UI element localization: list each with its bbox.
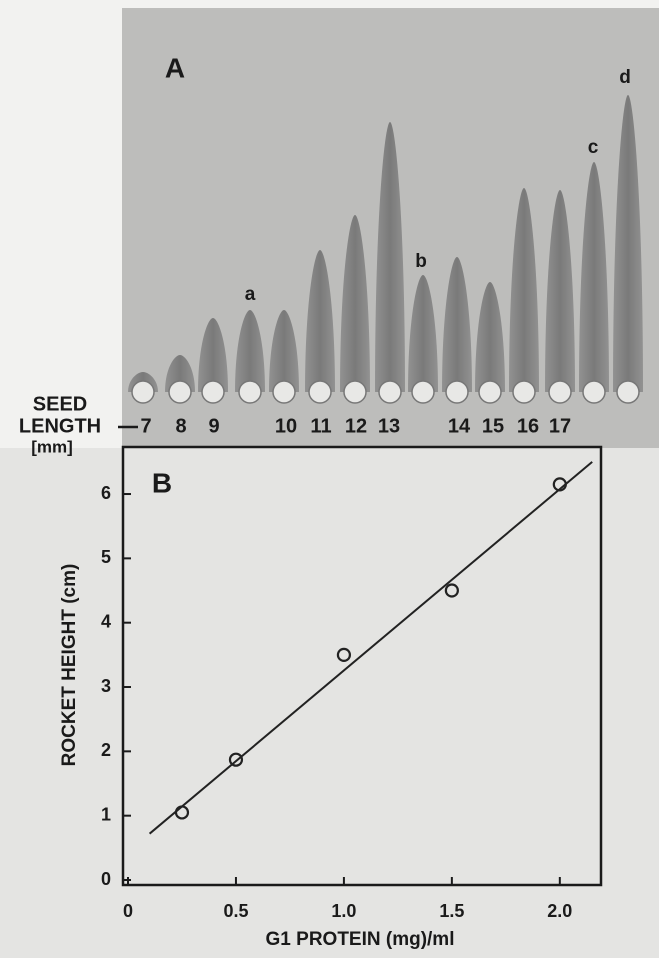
- seed-length: 10: [275, 415, 297, 437]
- rocket-label: a: [245, 284, 256, 305]
- well: [411, 380, 435, 404]
- x-tick-label: 0.5: [223, 901, 248, 921]
- data-point: [552, 477, 567, 492]
- well: [308, 380, 332, 404]
- y-tick-label: 0: [101, 869, 111, 889]
- rocket-label: d: [619, 67, 631, 88]
- rocket: [305, 250, 335, 392]
- rocket: [475, 282, 505, 392]
- well: [272, 380, 296, 404]
- well: [238, 380, 262, 404]
- rocket: [235, 310, 265, 392]
- panel-label: A: [165, 52, 185, 83]
- well: [378, 380, 402, 404]
- seed-length: 7: [140, 415, 151, 437]
- x-tick-label: 2.0: [547, 901, 572, 921]
- rocket: [442, 257, 472, 392]
- seed-length: 13: [378, 415, 400, 437]
- data-point: [228, 752, 244, 767]
- well: [512, 380, 536, 404]
- panel-label: B: [152, 467, 172, 498]
- rocket: [545, 190, 575, 392]
- rocket: [198, 318, 228, 392]
- x-tick-label: 1.5: [439, 901, 464, 921]
- x-axis-label: G1 PROTEIN (mg)/ml: [266, 929, 455, 950]
- rocket: [579, 162, 609, 392]
- y-tick-label: 3: [101, 676, 111, 696]
- rocket: [340, 215, 370, 392]
- seed-length: 12: [345, 415, 367, 437]
- well: [616, 380, 640, 404]
- well: [548, 380, 572, 404]
- plot-frame: [121, 445, 603, 887]
- rocket: [408, 275, 438, 392]
- x-tick-label: 0: [123, 901, 133, 921]
- axis-label: [mm]: [31, 437, 73, 456]
- panel-b-background: [0, 448, 659, 958]
- y-axis-label: ROCKET HEIGHT (cm): [59, 564, 80, 767]
- seed-length: 11: [310, 415, 331, 437]
- axis-label: SEED: [33, 393, 87, 415]
- seed-length: 9: [208, 415, 219, 437]
- well: [478, 380, 502, 404]
- rocket: [375, 122, 405, 392]
- data-point: [174, 805, 190, 820]
- well: [343, 380, 367, 404]
- well: [201, 380, 225, 404]
- scatter-plot: B 0 1 2 3 4 5 6 0 0.5 1.0 1.5 2.0 G1 PROTEIN (mg)/ml R…: [59, 445, 603, 950]
- data-point: [336, 647, 352, 662]
- y-tick-label: 1: [101, 804, 111, 824]
- rocket-label: b: [415, 251, 427, 272]
- seed-length: 17: [549, 415, 571, 437]
- rocket: [269, 310, 299, 392]
- seed-length: 16: [517, 415, 539, 437]
- y-tick-label: 5: [101, 547, 111, 567]
- seed-length: 14: [448, 415, 471, 437]
- rocket: [509, 188, 539, 392]
- rocket: [165, 355, 195, 392]
- well: [131, 380, 155, 404]
- well: [582, 380, 606, 404]
- y-tick-label: 4: [101, 611, 111, 631]
- seed-length: 15: [482, 415, 504, 437]
- y-tick-label: 2: [101, 740, 111, 760]
- axis-label: LENGTH: [19, 415, 101, 437]
- rocket: [613, 95, 643, 392]
- seed-length: 8: [175, 415, 186, 437]
- data-point: [444, 583, 459, 598]
- y-tick-label: 6: [101, 483, 111, 503]
- fit-line: [148, 461, 593, 835]
- x-tick-label: 1.0: [331, 901, 356, 921]
- well: [168, 380, 192, 404]
- well: [445, 380, 469, 404]
- rocket-label: c: [588, 137, 599, 158]
- rockets: [128, 95, 643, 404]
